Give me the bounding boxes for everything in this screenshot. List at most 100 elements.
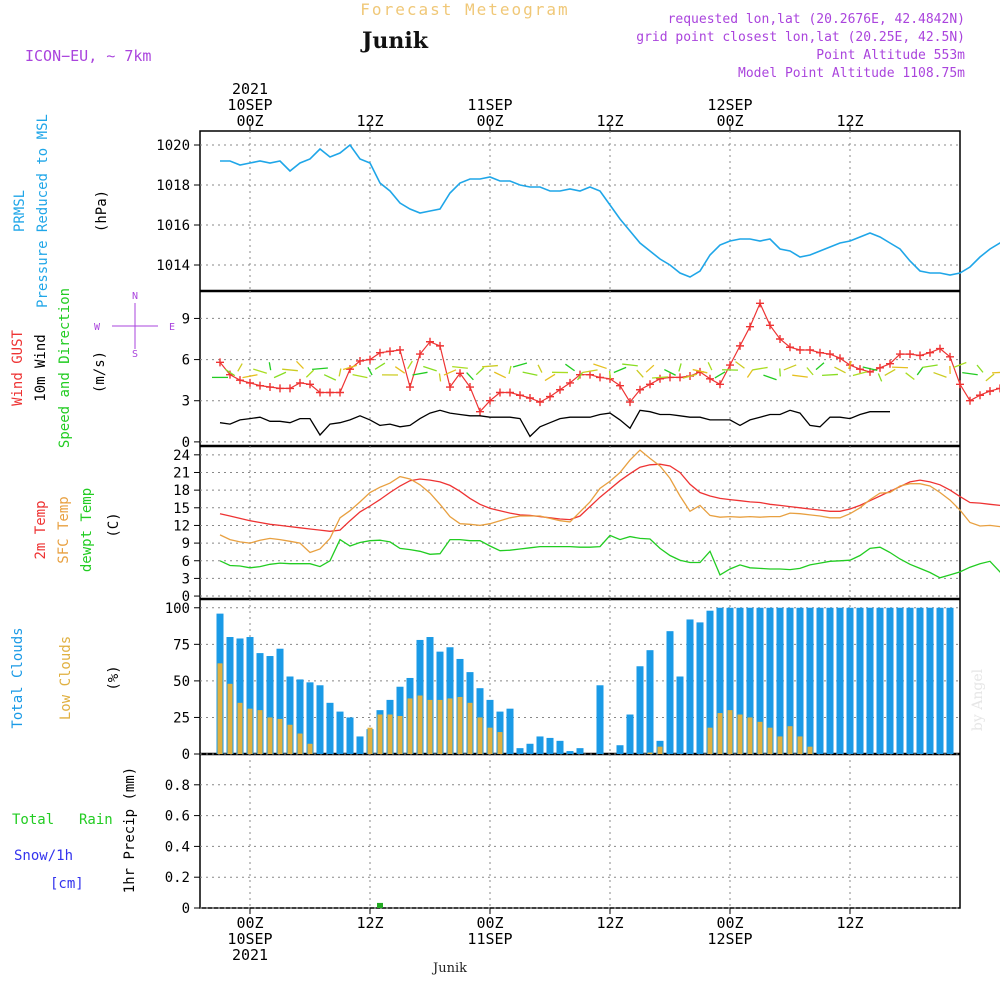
total-cloud-bar bbox=[567, 751, 574, 754]
pressure-label-2: Pressure Reduced to MSL bbox=[35, 114, 51, 308]
low-cloud-bar bbox=[758, 722, 763, 754]
wind-direction-arrow bbox=[792, 375, 808, 377]
wind-direction-arrow bbox=[917, 367, 922, 375]
gust-marker bbox=[286, 384, 294, 392]
low-cloud-bar bbox=[468, 703, 473, 754]
chart-title: Forecast Meteogram bbox=[360, 0, 569, 19]
low-cloud-bar bbox=[488, 728, 493, 754]
y-tick-label: 6 bbox=[182, 353, 190, 369]
wind-direction-arrow bbox=[375, 363, 385, 369]
gust-marker bbox=[386, 347, 394, 355]
wind-direction-arrow bbox=[545, 374, 555, 380]
total-cloud-bar bbox=[527, 744, 534, 754]
wind-direction-arrow bbox=[646, 365, 654, 372]
time-axis-label: 12Z bbox=[356, 914, 383, 932]
wind-direction-arrow bbox=[269, 362, 270, 370]
y-tick-label: 9 bbox=[182, 536, 190, 552]
low-cloud-bar bbox=[218, 663, 223, 754]
precip-panel bbox=[377, 903, 383, 908]
total-cloud-bar bbox=[777, 608, 784, 754]
wind-direction-arrow bbox=[509, 366, 511, 374]
gust-marker bbox=[456, 369, 464, 377]
gust-marker bbox=[876, 364, 884, 372]
gust-marker bbox=[656, 375, 664, 383]
total-cloud-bar bbox=[887, 608, 894, 754]
y-tick-label: 1016 bbox=[156, 218, 190, 234]
wind-direction-arrow bbox=[780, 368, 781, 376]
total-cloud-bar bbox=[807, 608, 814, 754]
low-cloud-bar bbox=[788, 726, 793, 754]
low-cloud-bar bbox=[298, 734, 303, 754]
temp-2m-line bbox=[220, 464, 1000, 531]
time-axis-label: 2021 bbox=[232, 946, 268, 964]
wind-direction-arrow bbox=[784, 365, 796, 370]
low-cloud-bar bbox=[778, 736, 783, 754]
y-tick-label: 15 bbox=[173, 501, 190, 517]
rain-bar bbox=[377, 903, 383, 908]
low-cloud-bar bbox=[238, 703, 243, 754]
total-cloud-bar bbox=[667, 631, 674, 754]
total-cloud-bar bbox=[937, 608, 944, 754]
gust-marker bbox=[766, 321, 774, 329]
total-cloud-bar bbox=[577, 748, 584, 754]
total-cloud-bar bbox=[327, 703, 334, 754]
total-cloud-bar bbox=[837, 608, 844, 754]
gust-marker bbox=[836, 354, 844, 362]
low-cloud-bar bbox=[268, 717, 273, 754]
model-altitude: Model Point Altitude 1108.75m bbox=[738, 66, 965, 81]
wind-direction-arrow bbox=[992, 372, 1000, 373]
gust-marker bbox=[436, 342, 444, 350]
total-cloud-bar bbox=[697, 622, 704, 754]
temp-unit: (C) bbox=[106, 512, 122, 537]
gust-marker bbox=[746, 323, 754, 331]
wind-direction-arrow bbox=[807, 367, 813, 374]
time-axis-label: 12SEP bbox=[707, 930, 752, 948]
gust-marker bbox=[256, 382, 264, 390]
gust-marker bbox=[806, 346, 814, 354]
gust-marker bbox=[986, 387, 994, 395]
low-cloud-bar bbox=[728, 710, 733, 754]
y-tick-label: 75 bbox=[173, 637, 190, 653]
temp-label-1: 2m Temp bbox=[33, 500, 49, 559]
wind-direction-arrow bbox=[312, 368, 328, 369]
gust-marker bbox=[336, 389, 344, 397]
wind-direction-arrow bbox=[452, 367, 468, 369]
total-cloud-bar bbox=[817, 608, 824, 754]
gridpoint-coords: grid point closest lon,lat (20.25E, 42.5… bbox=[636, 30, 965, 45]
wind-direction-arrow bbox=[977, 365, 983, 372]
low-cloud-bar bbox=[388, 715, 393, 754]
total-cloud-bar bbox=[927, 608, 934, 754]
total-cloud-bar bbox=[637, 666, 644, 754]
wind-direction-arrow bbox=[565, 364, 574, 371]
wind-direction-arrow bbox=[752, 367, 767, 369]
wind-direction-arrow bbox=[523, 372, 538, 375]
grid-lines bbox=[194, 131, 960, 908]
gust-marker bbox=[596, 373, 604, 381]
total-cloud-bar bbox=[897, 608, 904, 754]
gust-marker bbox=[706, 375, 714, 383]
low-cloud-bar bbox=[808, 747, 813, 754]
total-cloud-bar bbox=[847, 608, 854, 754]
wind-direction-arrow bbox=[763, 375, 776, 380]
gust-marker bbox=[466, 383, 474, 391]
clouds-label-2: Low Clouds bbox=[58, 636, 74, 720]
low-cloud-bar bbox=[378, 715, 383, 754]
compass-west: W bbox=[94, 322, 101, 333]
total-cloud-bar bbox=[857, 608, 864, 754]
wind-direction-arrow bbox=[339, 368, 341, 376]
low-cloud-bar bbox=[768, 728, 773, 754]
total-cloud-bar bbox=[907, 608, 914, 754]
y-tick-label: 1020 bbox=[156, 138, 190, 154]
total-cloud-bar bbox=[617, 745, 624, 754]
wind-direction-arrow bbox=[922, 365, 937, 367]
total-cloud-bar bbox=[547, 738, 554, 754]
y-tick-label: 18 bbox=[173, 483, 190, 499]
wind-direction-arrow bbox=[708, 362, 712, 370]
y-tick-label: 0.8 bbox=[165, 778, 190, 794]
y-tick-label: 1018 bbox=[156, 178, 190, 194]
wind-direction-arrow bbox=[816, 363, 824, 370]
total-cloud-bar bbox=[597, 685, 604, 754]
low-cloud-bar bbox=[428, 700, 433, 754]
